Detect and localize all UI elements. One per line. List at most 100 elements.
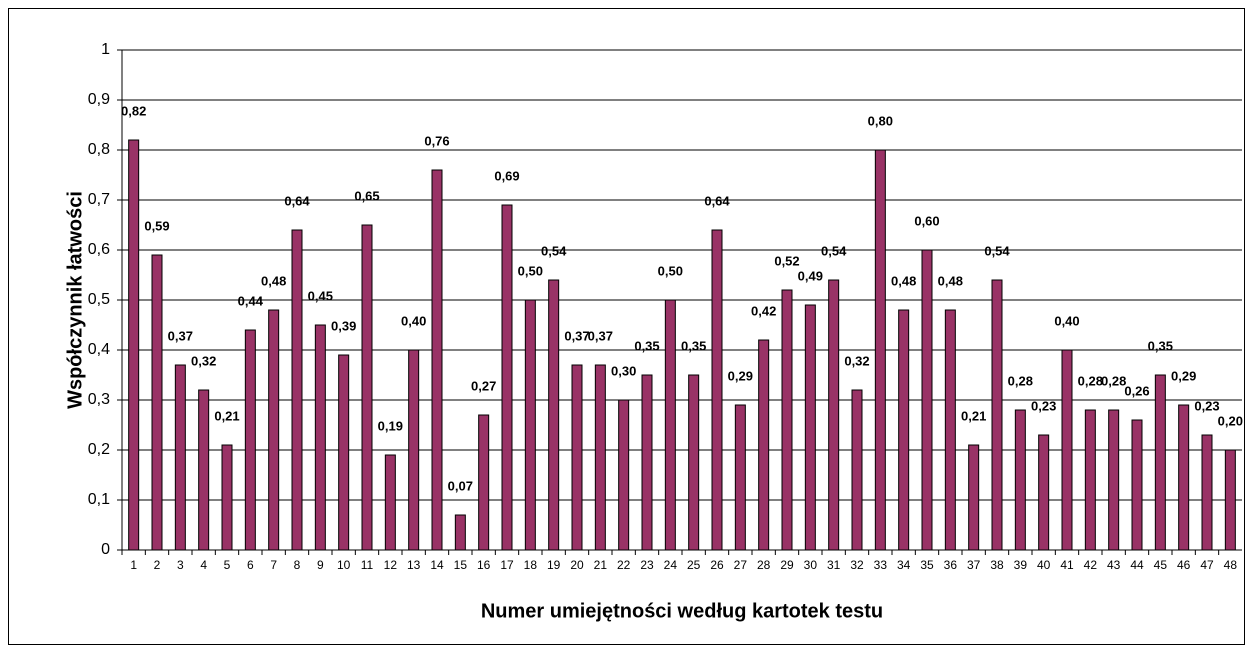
x-tick-label: 41	[1060, 558, 1074, 572]
bar	[688, 374, 700, 551]
bar	[1224, 449, 1236, 551]
value-label: 0,23	[1031, 398, 1056, 413]
value-label: 0,48	[891, 273, 916, 288]
bar	[198, 389, 210, 551]
y-tick-label: 0,8	[88, 141, 110, 158]
bar	[758, 339, 770, 551]
bar	[828, 279, 840, 551]
x-tick-label: 21	[594, 558, 608, 572]
bar	[1038, 434, 1050, 551]
x-tick-label: 7	[270, 558, 277, 572]
value-label: 0,48	[261, 273, 286, 288]
value-label: 0,80	[868, 113, 893, 128]
x-tick-label: 4	[200, 558, 207, 572]
bar	[1131, 419, 1143, 551]
value-label: 0,48	[938, 273, 963, 288]
bar	[968, 444, 980, 551]
value-label: 0,30	[611, 363, 636, 378]
x-tick-label: 34	[897, 558, 911, 572]
x-tick-label: 1	[130, 558, 137, 572]
value-label: 0,50	[658, 263, 683, 278]
bar	[944, 309, 956, 551]
bar	[291, 229, 303, 551]
x-tick-label: 45	[1154, 558, 1168, 572]
bar	[1084, 409, 1096, 551]
y-tick-label: 0,1	[88, 491, 110, 508]
value-label: 0,69	[494, 168, 519, 183]
value-label: 0,28	[1078, 373, 1103, 388]
x-tick-label: 31	[827, 558, 841, 572]
x-axis-title: Numer umiejętności według kartotek testu	[481, 600, 883, 622]
x-tick-label: 13	[407, 558, 421, 572]
bar	[244, 329, 256, 551]
bar	[548, 279, 560, 551]
x-tick-label: 16	[477, 558, 491, 572]
bar	[478, 414, 490, 551]
x-tick-label: 35	[920, 558, 934, 572]
value-label: 0,32	[844, 353, 869, 368]
bar	[314, 324, 326, 551]
value-label: 0,29	[1171, 368, 1196, 383]
x-tick-label: 43	[1107, 558, 1121, 572]
y-tick-label: 0,6	[88, 241, 110, 258]
value-label: 0,42	[751, 303, 776, 318]
bar	[734, 404, 746, 551]
value-label: 0,40	[1054, 313, 1079, 328]
bar	[174, 364, 186, 551]
value-label: 0,35	[681, 338, 706, 353]
value-label: 0,45	[308, 288, 333, 303]
bar	[1178, 404, 1190, 551]
bar	[501, 204, 513, 551]
bar	[851, 389, 863, 551]
value-label: 0,21	[214, 408, 239, 423]
bar	[151, 254, 163, 551]
y-tick-label: 0	[101, 541, 110, 558]
y-tick-label: 1	[101, 41, 110, 58]
y-tick-label: 0,4	[88, 341, 110, 358]
value-label: 0,32	[191, 353, 216, 368]
value-label: 0,19	[378, 418, 403, 433]
x-tick-label: 14	[430, 558, 444, 572]
x-tick-label: 25	[687, 558, 701, 572]
bar	[898, 309, 910, 551]
value-label: 0,37	[564, 328, 589, 343]
x-tick-label: 15	[454, 558, 468, 572]
x-tick-label: 47	[1200, 558, 1214, 572]
value-label: 0,28	[1008, 373, 1033, 388]
bar	[384, 454, 396, 551]
x-tick-label: 30	[804, 558, 818, 572]
x-tick-label: 32	[850, 558, 864, 572]
x-tick-label: 19	[547, 558, 561, 572]
bar	[454, 514, 466, 551]
x-tick-label: 23	[640, 558, 654, 572]
value-label: 0,54	[821, 243, 847, 258]
bar	[361, 224, 373, 551]
bar	[524, 299, 536, 551]
x-tick-label: 2	[154, 558, 161, 572]
bar	[991, 279, 1003, 551]
bar	[268, 309, 280, 551]
bar	[431, 169, 443, 551]
value-label: 0,29	[728, 368, 753, 383]
bar	[128, 139, 140, 551]
y-tick-label: 0,3	[88, 391, 110, 408]
value-label: 0,50	[518, 263, 543, 278]
bar	[711, 229, 723, 551]
x-tick-label: 46	[1177, 558, 1191, 572]
x-tick-label: 28	[757, 558, 771, 572]
bar	[594, 364, 606, 551]
x-tick-label: 18	[524, 558, 538, 572]
bar	[338, 354, 350, 551]
x-tick-label: 17	[500, 558, 514, 572]
bar	[1014, 409, 1026, 551]
x-tick-label: 48	[1224, 558, 1238, 572]
x-tick-label: 40	[1037, 558, 1051, 572]
value-label: 0,37	[168, 328, 193, 343]
bar	[641, 374, 653, 551]
value-label: 0,64	[704, 193, 730, 208]
x-tick-label: 6	[247, 558, 254, 572]
x-tick-label: 26	[710, 558, 724, 572]
value-label: 0,52	[774, 253, 799, 268]
x-tick-label: 33	[874, 558, 888, 572]
